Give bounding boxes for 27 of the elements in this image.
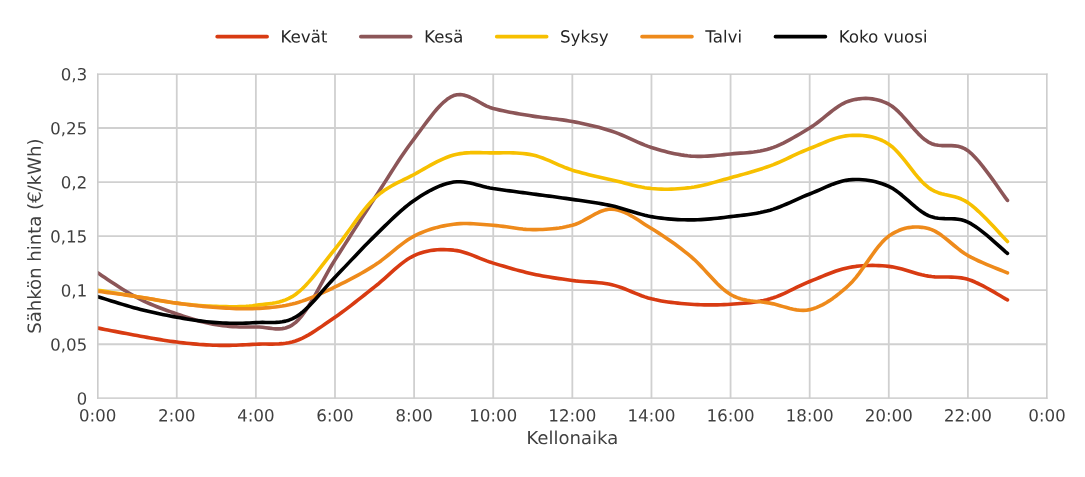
x-tick-label: 4:00 [237, 409, 274, 422]
x-tick-label: 0:00 [80, 409, 116, 422]
y-tick-label: 0,25 [51, 121, 86, 137]
x-tick-label: 14:00 [629, 409, 675, 422]
legend-label: Koko vuosi [840, 29, 926, 43]
x-tick-label: 6:00 [317, 409, 353, 422]
y-tick-label: 0,1 [61, 284, 86, 299]
legend-label: Talvi [705, 29, 741, 43]
x-tick-label: 2:00 [159, 409, 195, 422]
x-tick-label: 12:00 [550, 409, 596, 422]
y-axis-title: Sähkön hinta (€/kWh) [27, 140, 44, 333]
x-tick-label: 0:00 [1029, 409, 1065, 422]
x-tick-label: 8:00 [396, 409, 432, 422]
x-tick-label: 10:00 [471, 409, 517, 422]
x-tick-label: 22:00 [945, 409, 991, 422]
x-tick-label: 18:00 [787, 409, 833, 422]
y-tick-label: 0 [77, 392, 87, 405]
y-tick-label: 0,3 [61, 67, 86, 83]
legend-label: Kesä [425, 29, 462, 43]
legend-label: Syksy [561, 29, 609, 46]
y-tick-label: 0,15 [51, 230, 86, 245]
x-axis-title: Kellonaika [528, 430, 617, 445]
x-tick-label: 20:00 [866, 409, 912, 422]
x-tick-label: 16:00 [708, 409, 754, 422]
legend-label: Kevät [282, 29, 328, 43]
y-tick-label: 0,05 [51, 338, 86, 353]
y-tick-label: 0,2 [61, 176, 86, 191]
